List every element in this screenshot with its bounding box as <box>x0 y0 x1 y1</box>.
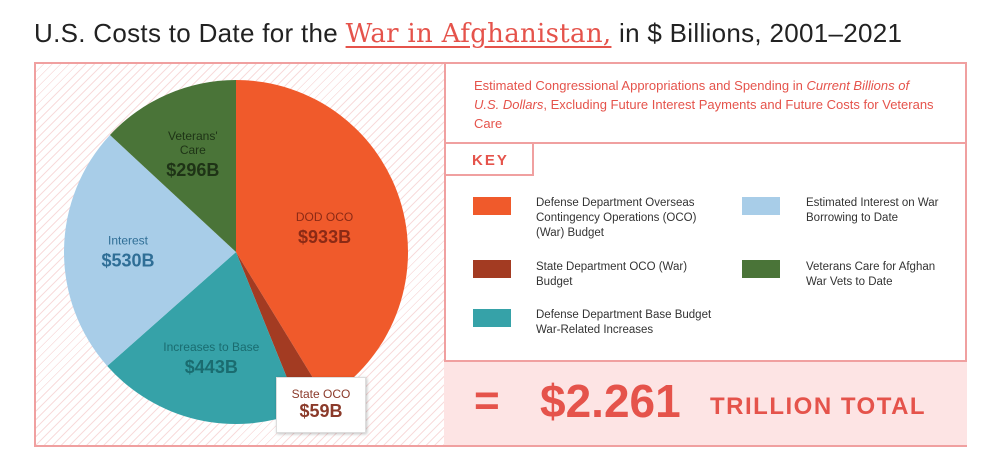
pie-slice-dod-oco <box>236 80 408 399</box>
description-part2: , Excluding Future Interest Payments and… <box>474 97 934 131</box>
total-box: = $2.261 TRILLION TOTAL <box>444 360 967 445</box>
state-oco-callout: State OCO $59B <box>276 377 366 433</box>
legend-swatch-dod-oco <box>473 197 511 215</box>
legend-swatch-veterans <box>742 260 780 278</box>
state-oco-value: $59B <box>299 401 343 421</box>
title-link[interactable]: War in Afghanistan, <box>345 19 612 49</box>
total-text: TRILLION TOTAL <box>710 393 927 420</box>
legend-swatch-state-oco <box>473 260 511 278</box>
slice-label-veterans-care: Veterans' Care <box>168 129 218 157</box>
slice-value-veterans-care: $296B <box>166 160 219 180</box>
title-suffix: in $ Billions, 2001–2021 <box>619 18 903 48</box>
state-oco-name: State OCO <box>291 387 351 401</box>
description-italic: Current Billions of U.S. Dollars <box>474 78 910 112</box>
total-equals: = <box>474 376 500 425</box>
pie-panel: DOD OCO $933B Increases to Base $443B Intere… <box>36 64 446 445</box>
pie-slice-state-oco <box>236 252 326 412</box>
slice-label-dod-oco: DOD OCO <box>296 210 353 224</box>
chart-title: U.S. Costs to Date for the War in Afghan… <box>34 18 902 49</box>
pie-slice-interest <box>63 134 236 367</box>
legend-item-state-oco: State Department OCO (War) Budget <box>536 261 688 288</box>
pie-slice-increases-to-base <box>107 252 301 424</box>
pie-slice-veterans-care <box>109 80 236 252</box>
pie-chart: DOD OCO $933B Increases to Base $443B Intere… <box>63 80 408 424</box>
legend-item-interest: Estimated Interest on War Borrowing to D… <box>806 197 939 224</box>
slice-value-increases-to-base: $443B <box>185 357 238 377</box>
key-label: KEY <box>444 144 534 176</box>
legend-item-dod-oco: Defense Department Overseas Contingency … <box>536 197 697 239</box>
description-part1: Estimated Congressional Appropriations a… <box>474 78 803 93</box>
legend-item-base: Defense Department Base Budget War-Relat… <box>536 309 712 336</box>
slice-label-increases-to-base: Increases to Base <box>163 340 259 354</box>
total-amount: $2.261 <box>540 375 681 427</box>
slice-value-interest: $530B <box>101 251 154 271</box>
slice-label-interest: Interest <box>108 234 149 248</box>
legend-swatch-interest <box>742 197 780 215</box>
legend-item-veterans: Veterans Care for Afghan War Vets to Dat… <box>806 261 936 288</box>
legend-swatch-base <box>473 309 511 327</box>
title-prefix: U.S. Costs to Date for the <box>34 18 339 48</box>
slice-value-dod-oco: $933B <box>298 227 351 247</box>
chart-description: Estimated Congressional Appropriations a… <box>444 64 967 144</box>
chart-frame: DOD OCO $933B Increases to Base $443B Intere… <box>34 62 967 447</box>
